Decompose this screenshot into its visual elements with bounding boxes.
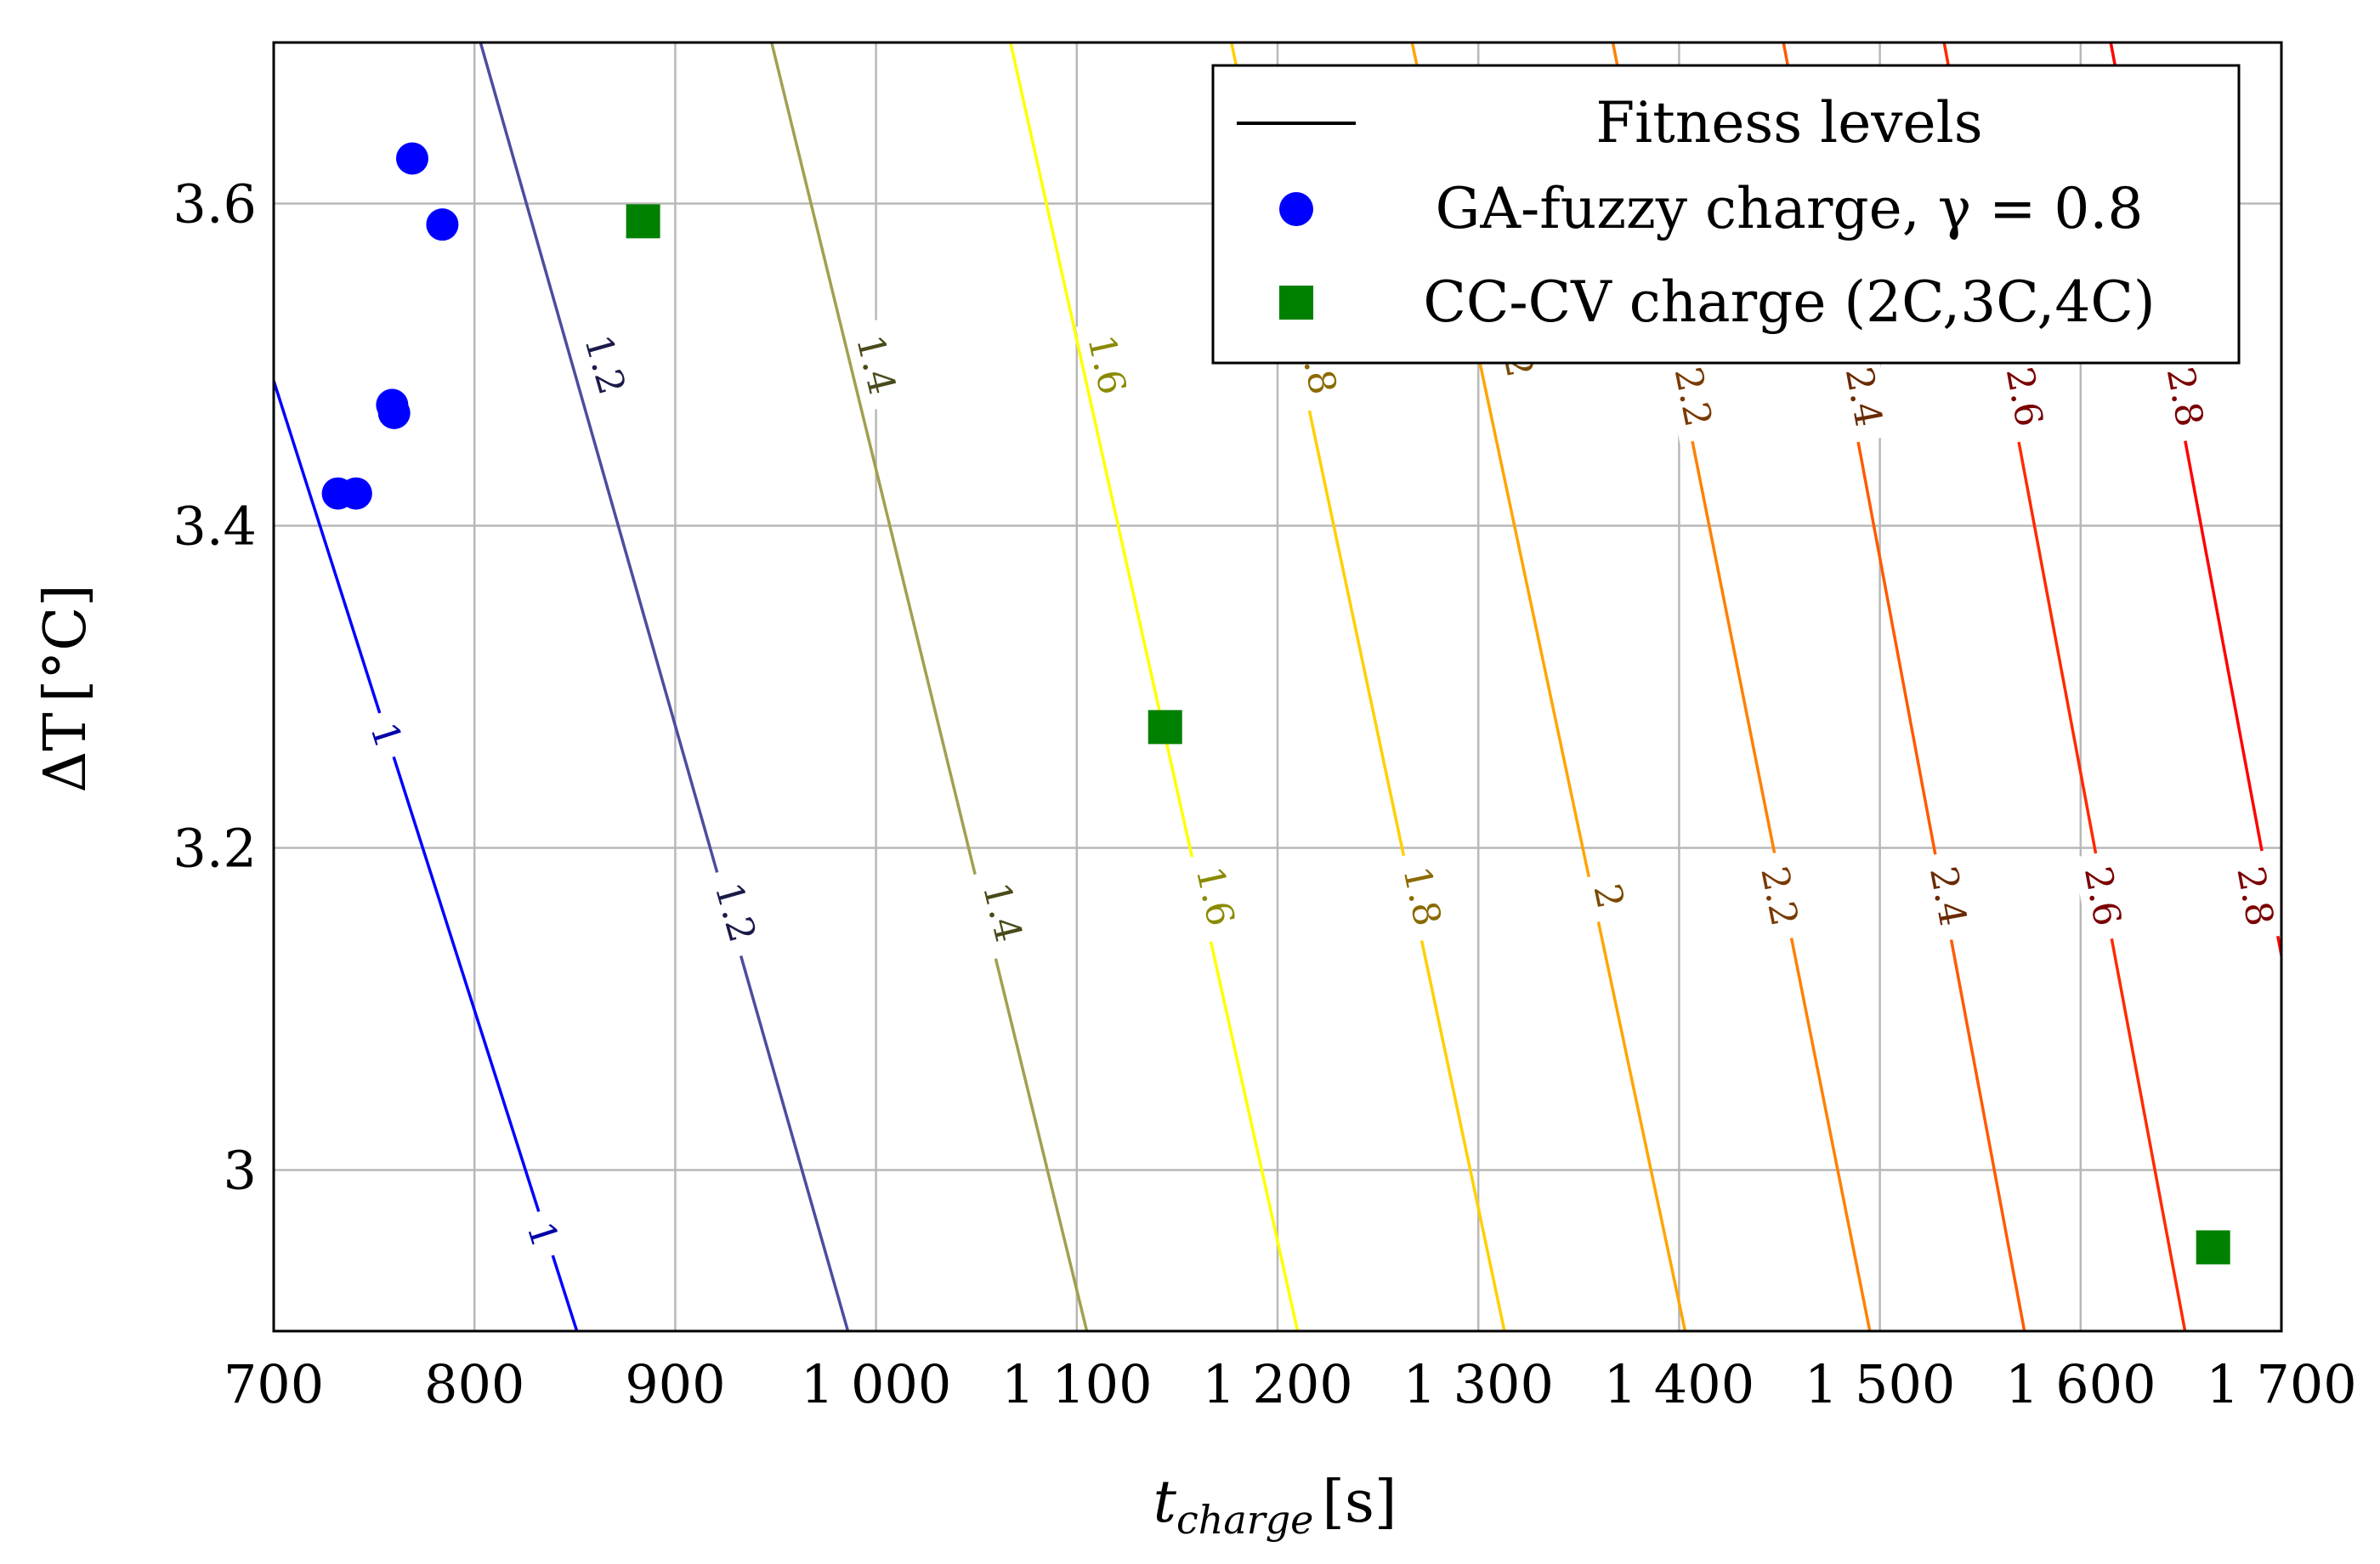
contour-label-bg: [702, 864, 769, 960]
contour-label-text: 2.8: [2228, 863, 2281, 929]
legend-box: [1211, 64, 2241, 365]
y-axis-var: ΔT: [32, 712, 99, 792]
contour-label-text: 2.4: [1921, 863, 1975, 929]
cccv-point: [1148, 710, 1182, 745]
y-tick-label: 3.6: [173, 173, 257, 235]
y-tick-label: 3: [224, 1140, 257, 1202]
legend: Fitness levels GA-fuzzy charge, γ = 0.8 …: [1211, 64, 2241, 365]
contour-label-2-6: 2.6: [1994, 349, 2054, 444]
contour-label-bg: [571, 316, 638, 413]
contour-label-1-2: 1.2: [702, 864, 769, 960]
contour-label-2-4: 2.4: [1833, 349, 1894, 444]
contour-label-2-8: 2.8: [2155, 349, 2215, 444]
contour-label-2-4: 2.4: [1918, 849, 1978, 944]
data-points: [321, 142, 2230, 1265]
contour-label-text: 1.8: [1394, 863, 1448, 930]
contour-label-text: 2.6: [2076, 863, 2129, 929]
x-axis-sub: charge: [1176, 1497, 1313, 1543]
x-tick-label: 1 600: [2005, 1353, 2156, 1415]
legend-label-ga-fuzzy: GA-fuzzy charge, γ = 0.8: [1436, 176, 2144, 241]
x-tick-label: 1 000: [801, 1353, 952, 1415]
contour-line-1-4: [770, 42, 1089, 1331]
x-tick-label: 1 100: [1001, 1353, 1153, 1415]
contour-label-1-4: 1.4: [844, 317, 908, 412]
x-tick-label: 1 700: [2206, 1353, 2357, 1415]
contour-label-text: 2.4: [1837, 364, 1890, 430]
contour-label-bg: [2072, 849, 2133, 944]
contour-label-bg: [1663, 349, 1724, 445]
contour-label-text: 1.2: [575, 330, 633, 399]
x-tick-label: 1 500: [1805, 1353, 1956, 1415]
contour-label-2: 2: [1582, 869, 1635, 924]
contour-label-text: 2.2: [1666, 364, 1720, 431]
contour-label-bg: [1582, 869, 1635, 924]
contour-label-1-6: 1.6: [1184, 848, 1247, 944]
ga-fuzzy-point: [377, 396, 411, 429]
contour-label-1: 1: [358, 706, 415, 764]
contour-label-bg: [358, 706, 415, 764]
y-tick-label: 3.2: [173, 818, 257, 880]
legend-label-cccv: CC-CV charge (2C,3C,4C): [1423, 269, 2155, 335]
cccv-point: [2196, 1230, 2230, 1265]
contour-label-bg: [971, 864, 1034, 960]
ga-fuzzy-point: [339, 477, 372, 510]
contour-label-bg: [1184, 848, 1247, 944]
tick-labels: 700 800 900 1 000 1 100 1 200 1 300 1 400 1 500 1…: [173, 173, 2356, 1416]
y-axis-unit: [°C]: [32, 584, 99, 702]
contour-label-text: 1.4: [974, 878, 1030, 946]
contour-line-1-2: [479, 42, 850, 1331]
contour-label-bg: [1994, 349, 2054, 444]
x-tick-label: 1 400: [1604, 1353, 1755, 1415]
contour-label-bg: [2225, 849, 2286, 944]
contour-label-2-2: 2.2: [1749, 849, 1810, 944]
x-axis-unit: [s]: [1322, 1469, 1397, 1536]
plot-frame: [272, 41, 2283, 1333]
contour-label-text: 1.2: [706, 878, 764, 947]
x-tick-label: 1 300: [1402, 1353, 1554, 1415]
contour-labels: 111.21.21.41.41.61.61.81.8222.22.22.42.4…: [358, 316, 2286, 1263]
x-axis-title: tcharge [s]: [1153, 1469, 1397, 1543]
contour-label-text: 2.6: [1998, 364, 2051, 430]
contour-label-1-4: 1.4: [971, 864, 1034, 960]
contour-label-1-6: 1.6: [1075, 317, 1138, 412]
contour-label-text: 1.6: [1187, 863, 1243, 930]
x-tick-label: 700: [224, 1353, 324, 1415]
contour-label-1: 1: [514, 1205, 571, 1263]
x-tick-label: 1 200: [1202, 1353, 1353, 1415]
contour-line-1: [274, 380, 579, 1331]
contour-label-bg: [1749, 849, 1810, 944]
contour-label-2-6: 2.6: [2072, 849, 2133, 944]
contour-label-1-8: 1.8: [1391, 849, 1454, 944]
legend-circle-icon: [1279, 192, 1313, 226]
contour-label-text: 2.2: [1752, 863, 1806, 930]
contour-label-bg: [1075, 317, 1138, 412]
contour-label-2-8: 2.8: [2225, 849, 2286, 944]
legend-square-icon: [1279, 286, 1313, 320]
contour-line-1-6: [1009, 42, 1300, 1331]
contour-label-text: 2.8: [2158, 364, 2212, 430]
contour-label-bg: [844, 317, 908, 412]
contour-label-bg: [2155, 349, 2215, 444]
y-axis-title: ΔT [°C]: [32, 584, 99, 793]
y-tick-label: 3.4: [173, 496, 257, 558]
cccv-point: [626, 204, 660, 239]
contour-label-bg: [1918, 849, 1978, 944]
contour-label-bg: [1391, 849, 1454, 944]
ga-fuzzy-point: [395, 142, 428, 175]
x-axis-var: t: [1153, 1469, 1177, 1536]
ga-fuzzy-point: [426, 208, 459, 241]
contour-label-bg: [514, 1205, 571, 1263]
x-tick-label: 900: [625, 1353, 725, 1415]
legend-label-fitness: Fitness levels: [1595, 90, 1982, 156]
x-tick-label: 800: [424, 1353, 524, 1415]
contour-label-bg: [1833, 349, 1894, 444]
